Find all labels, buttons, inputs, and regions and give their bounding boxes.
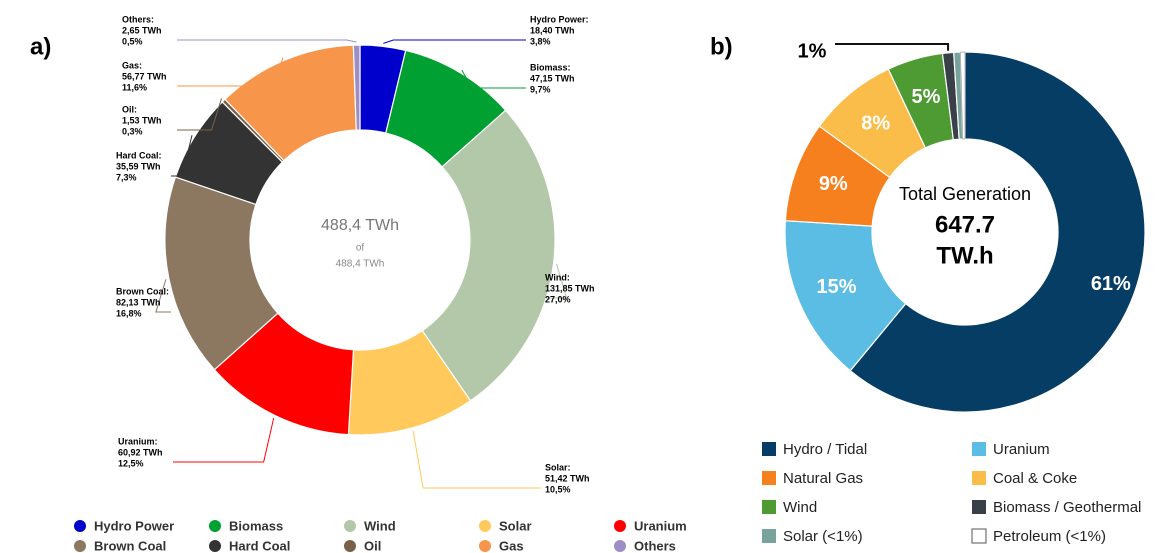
callout-percent: 0,5% <box>122 36 143 46</box>
slice-label: 61% <box>1091 273 1131 295</box>
legend-marker <box>479 520 491 532</box>
leader-line <box>541 263 568 299</box>
legend-label: Uranium <box>634 518 687 533</box>
legend-label: Solar <box>499 518 532 533</box>
center-total: 488,4 TWh <box>321 217 399 234</box>
callout-percent: 12,5% <box>118 458 144 468</box>
callout-value: 51,42 TWh <box>545 473 590 483</box>
callout-name: Solar: <box>545 462 571 472</box>
legend-swatch <box>972 500 986 514</box>
legend-label: Wind <box>783 499 817 516</box>
slice-label: 1% <box>798 40 827 62</box>
legend-label: Hard Coal <box>229 538 290 553</box>
leader-line <box>155 279 171 313</box>
slice-label: 9% <box>819 173 848 195</box>
legend-marker <box>614 520 626 532</box>
legend-label: Coal & Coke <box>993 470 1077 487</box>
legend-swatch <box>971 528 987 544</box>
callout-value: 82,13 TWh <box>116 297 161 307</box>
legend-label: Natural Gas <box>783 470 863 487</box>
callout-name: Uranium: <box>118 436 158 446</box>
center-title: Total Generation <box>899 184 1031 204</box>
legend-label: Wind <box>364 518 396 533</box>
legend-marker <box>74 520 86 532</box>
legend-label: Hydro / Tidal <box>783 441 867 458</box>
callout-name: Others: <box>122 14 154 24</box>
center-total: 488,4 TWh <box>336 259 385 270</box>
donut-slice <box>421 109 556 402</box>
callout-name: Oil: <box>122 104 137 114</box>
legend-swatch <box>762 471 776 485</box>
leader-line <box>177 57 284 87</box>
callout-percent: 7,3% <box>116 172 137 182</box>
legend-label: Uranium <box>993 441 1050 458</box>
legend-swatch <box>762 500 776 514</box>
legend-marker <box>614 540 626 552</box>
center-of: of <box>356 243 365 254</box>
callout-name: Brown Coal: <box>116 286 169 296</box>
callout-percent: 11,6% <box>122 82 147 92</box>
legend-marker <box>344 520 356 532</box>
legend-marker <box>209 520 221 532</box>
callout-name: Hydro Power: <box>530 14 589 24</box>
leader-line <box>173 418 275 463</box>
legend-label: Oil <box>364 538 381 553</box>
legend-label: Hydro Power <box>94 518 174 533</box>
legend-swatch <box>972 442 986 456</box>
callout-value: 47,15 TWh <box>530 73 575 83</box>
leader-line <box>177 98 223 131</box>
callout-percent: 3,8% <box>530 36 551 46</box>
callout-line <box>835 43 950 51</box>
callout-value: 2,65 TWh <box>122 25 162 35</box>
slice-label: 15% <box>816 276 856 298</box>
callout-percent: 16,8% <box>116 308 142 318</box>
legend-label: Biomass / Geothermal <box>993 499 1141 516</box>
donut-slice <box>849 51 1146 413</box>
callout-percent: 27,0% <box>545 294 571 304</box>
callout-value: 56,77 TWh <box>122 71 167 81</box>
legend-label: Petroleum (<1%) <box>993 528 1106 545</box>
legend-label: Biomass <box>229 518 283 533</box>
callout-value: 18,40 TWh <box>530 25 575 35</box>
callout-percent: 0,3% <box>122 126 143 136</box>
legend-label: Others <box>634 538 676 553</box>
leader-line <box>171 135 193 177</box>
legend-marker <box>74 540 86 552</box>
callout-percent: 9,7% <box>530 84 551 94</box>
callout-value: 60,92 TWh <box>118 447 163 457</box>
legend-marker <box>209 540 221 552</box>
leader-line <box>383 39 526 44</box>
legend-swatch <box>762 529 776 543</box>
slice-label: 5% <box>911 86 940 108</box>
panel-label: b) <box>710 33 733 60</box>
leader-line <box>461 69 526 89</box>
center-total: 647.7 <box>935 211 995 238</box>
donut-slice <box>784 220 907 372</box>
callout-percent: 10,5% <box>545 484 571 494</box>
callout-value: 35,59 TWh <box>116 161 161 171</box>
callout-name: Biomass: <box>530 62 571 72</box>
panel-label: a) <box>30 33 51 60</box>
legend-label: Brown Coal <box>94 538 166 553</box>
callout-name: Hard Coal: <box>116 150 162 160</box>
callout-value: 1,53 TWh <box>122 115 162 125</box>
callout-value: 131,85 TWh <box>545 283 595 293</box>
donut-slice <box>960 51 966 140</box>
center-unit: TW.h <box>936 242 993 269</box>
callout-name: Gas: <box>122 60 142 70</box>
leader-line <box>412 430 541 489</box>
legend-marker <box>344 540 356 552</box>
slice-label: 8% <box>861 112 890 134</box>
legend-swatch <box>972 471 986 485</box>
legend-marker <box>479 540 491 552</box>
callout-name: Wind: <box>545 272 570 282</box>
leader-line <box>177 39 357 43</box>
donut-slice <box>352 44 361 131</box>
legend-swatch <box>762 442 776 456</box>
legend-label: Gas <box>499 538 524 553</box>
legend-label: Solar (<1%) <box>783 528 863 545</box>
